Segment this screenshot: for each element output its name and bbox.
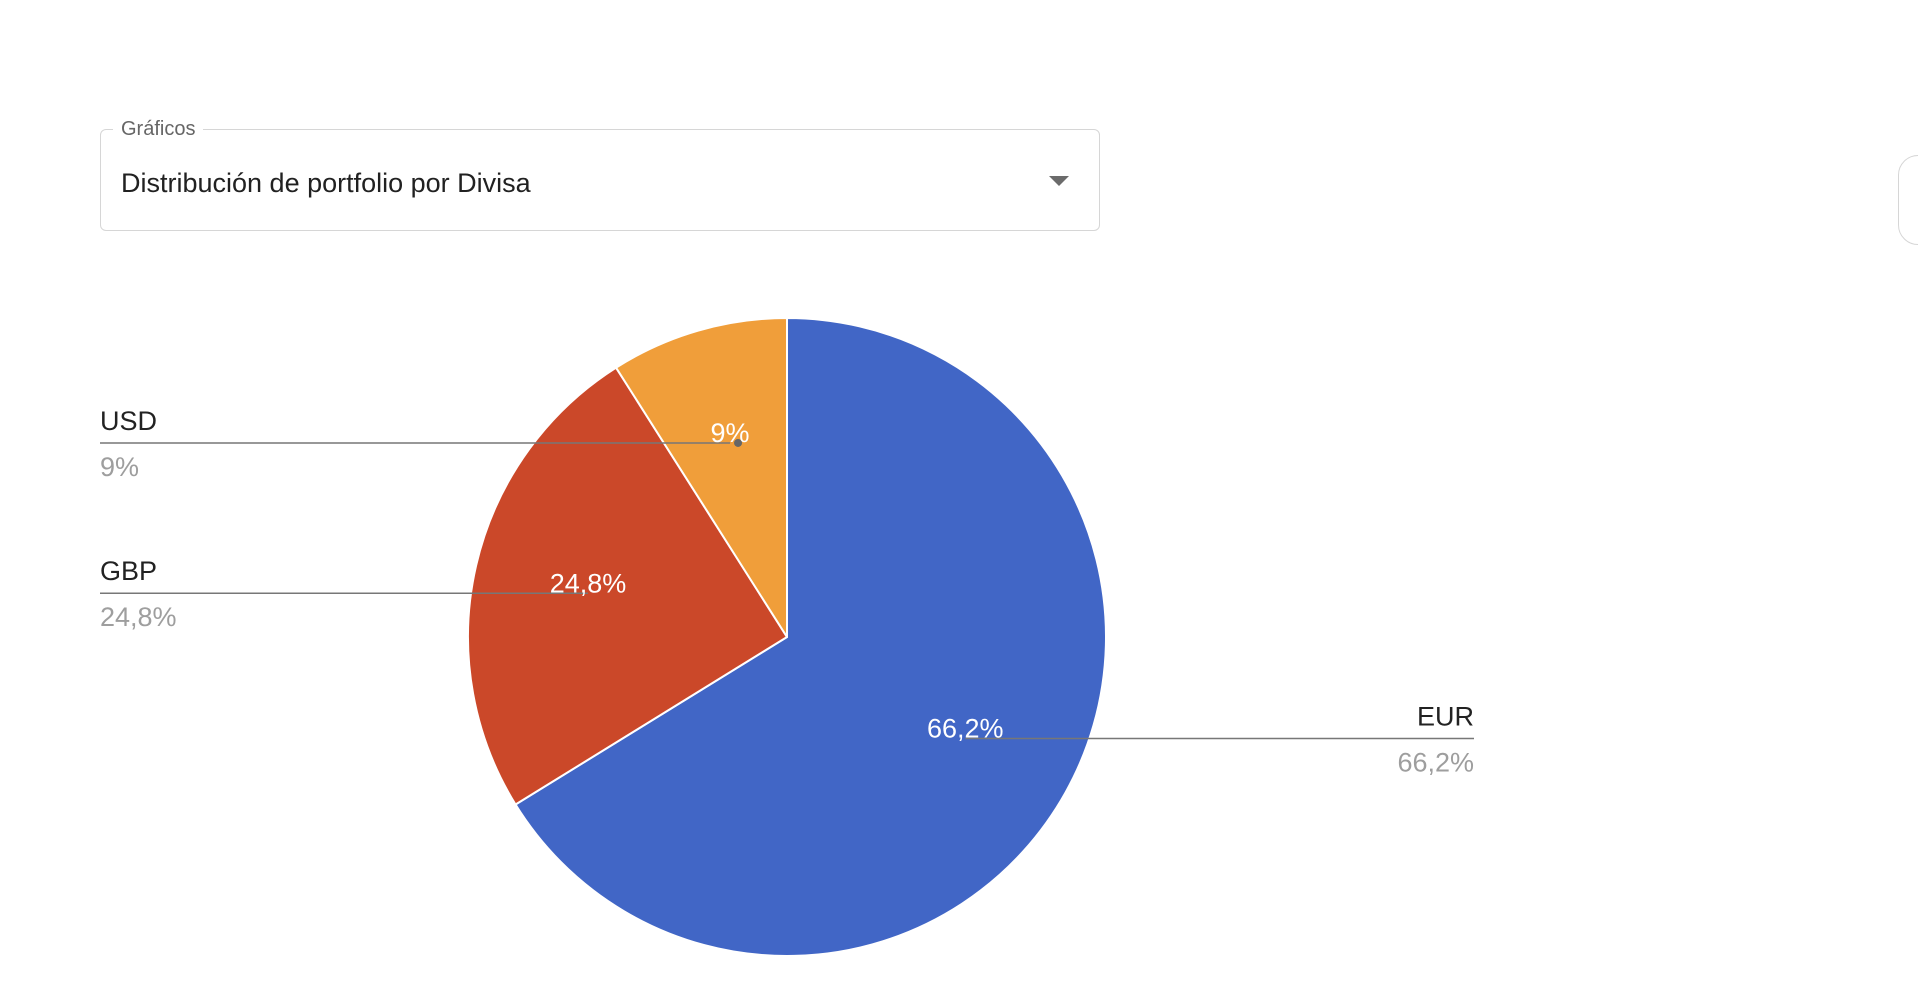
pie-slice-usd: [615, 317, 788, 638]
callout-category-gbp: GBP: [100, 556, 157, 586]
slice-percent-label-eur: 66,2%: [927, 714, 1004, 744]
callout-value-usd: 9%: [100, 452, 139, 482]
slice-percent-label-usd: 9%: [711, 418, 750, 448]
pie-slices: [467, 317, 1107, 957]
pie-slice-eur: [514, 317, 1107, 957]
pie-slice-gbp: [467, 366, 788, 806]
callout-category-usd: USD: [100, 406, 157, 436]
chart-selector-label: Gráficos: [113, 116, 204, 142]
slice-percent-label-gbp: 24,8%: [550, 568, 627, 598]
callout-value-gbp: 24,8%: [100, 602, 177, 632]
chart-selector-dropdown[interactable]: Gráficos Distribución de portfolio por D…: [100, 116, 1100, 231]
dropdown-arrow-icon[interactable]: [1049, 176, 1069, 186]
callout-dot-usd: [734, 438, 743, 447]
callout-category-eur: EUR: [1417, 701, 1474, 731]
chart-selector-value: Distribución de portfolio por Divisa: [121, 168, 531, 198]
callout-value-eur: 66,2%: [1397, 747, 1474, 777]
